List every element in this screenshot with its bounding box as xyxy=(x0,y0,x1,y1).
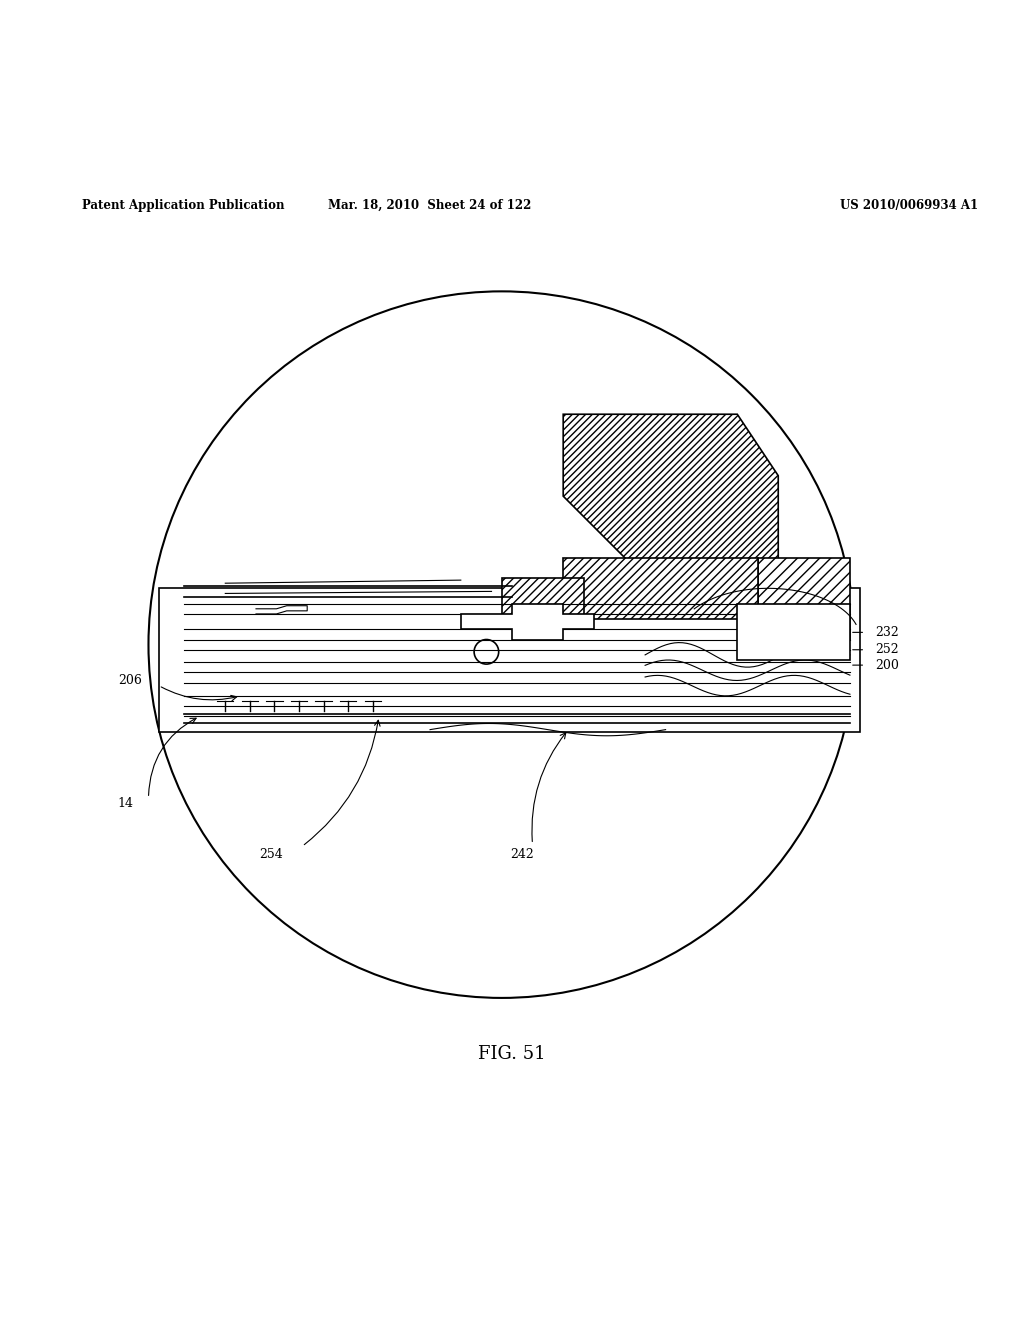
Text: 14: 14 xyxy=(118,797,134,810)
Text: 206: 206 xyxy=(118,675,141,686)
Polygon shape xyxy=(737,603,850,660)
Polygon shape xyxy=(758,557,850,639)
Polygon shape xyxy=(563,557,758,619)
Text: Mar. 18, 2010  Sheet 24 of 122: Mar. 18, 2010 Sheet 24 of 122 xyxy=(329,199,531,211)
Text: 252: 252 xyxy=(876,643,899,656)
Text: FIG. 51: FIG. 51 xyxy=(478,1045,546,1063)
Text: 254: 254 xyxy=(259,847,284,861)
Text: 242: 242 xyxy=(510,847,535,861)
Polygon shape xyxy=(159,589,860,731)
Text: 232: 232 xyxy=(876,626,899,639)
Polygon shape xyxy=(461,603,594,639)
Text: 200: 200 xyxy=(876,659,899,672)
Text: US 2010/0069934 A1: US 2010/0069934 A1 xyxy=(840,199,978,211)
Polygon shape xyxy=(563,414,778,578)
Polygon shape xyxy=(502,578,584,630)
Text: Patent Application Publication: Patent Application Publication xyxy=(82,199,285,211)
